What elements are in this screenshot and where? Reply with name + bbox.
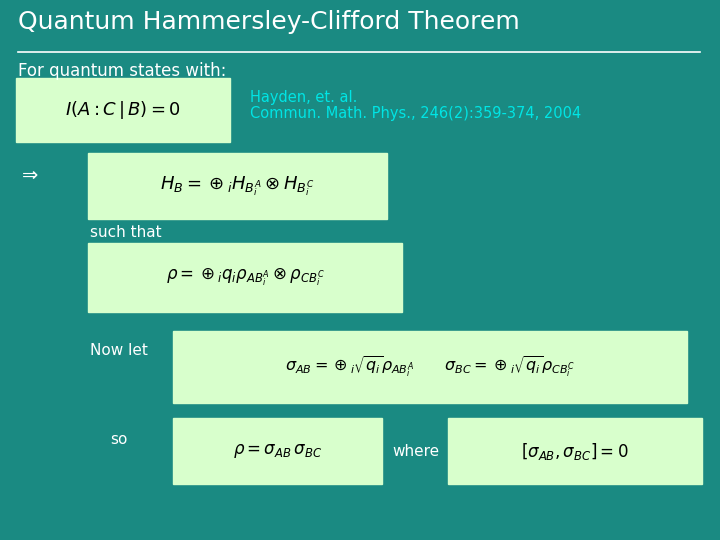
FancyBboxPatch shape — [88, 243, 402, 312]
FancyBboxPatch shape — [173, 331, 687, 403]
Text: such that: such that — [90, 225, 161, 240]
Text: Quantum Hammersley-Clifford Theorem: Quantum Hammersley-Clifford Theorem — [18, 10, 520, 34]
Text: Commun. Math. Phys., 246(2):359-374, 2004: Commun. Math. Phys., 246(2):359-374, 200… — [250, 106, 581, 121]
Text: where: where — [392, 443, 439, 458]
Text: $\rho = \oplus_i q_i \rho_{AB_i^A} \otimes \rho_{CB_i^C}$: $\rho = \oplus_i q_i \rho_{AB_i^A} \otim… — [166, 267, 325, 288]
Text: $\Rightarrow$: $\Rightarrow$ — [18, 165, 39, 184]
Text: $\sigma_{AB} = \oplus_i \sqrt{q_i} \rho_{AB_i^A} \quad\quad \sigma_{BC} =\oplus_: $\sigma_{AB} = \oplus_i \sqrt{q_i} \rho_… — [285, 355, 575, 380]
Text: For quantum states with:: For quantum states with: — [18, 62, 226, 80]
Text: $[\sigma_{AB},\sigma_{BC}] = 0$: $[\sigma_{AB},\sigma_{BC}] = 0$ — [521, 441, 629, 462]
Text: so: so — [110, 432, 127, 447]
Text: $H_B = \oplus_i H_{B_i^A} \otimes H_{B_i^C}$: $H_B = \oplus_i H_{B_i^A} \otimes H_{B_i… — [161, 174, 315, 198]
FancyBboxPatch shape — [448, 418, 702, 484]
Text: $I(A:C\,|\,B)=0$: $I(A:C\,|\,B)=0$ — [65, 99, 181, 121]
Text: Now let: Now let — [90, 343, 148, 358]
FancyBboxPatch shape — [16, 78, 230, 142]
Text: Hayden, et. al.: Hayden, et. al. — [250, 90, 357, 105]
Text: $\rho = \sigma_{AB}\, \sigma_{BC}$: $\rho = \sigma_{AB}\, \sigma_{BC}$ — [233, 442, 322, 460]
FancyBboxPatch shape — [173, 418, 382, 484]
FancyBboxPatch shape — [88, 153, 387, 219]
